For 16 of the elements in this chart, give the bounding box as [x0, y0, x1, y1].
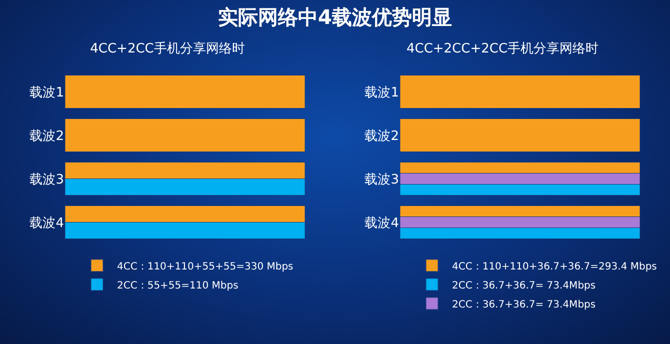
y-tick-label: 载波3: [30, 172, 64, 188]
y-tick-label: 载波4: [364, 216, 399, 231]
y-tick-label: 载波3: [364, 172, 399, 188]
legend-label: 4CC：110+110+36.7+36.7=293.4 Mbps: [452, 261, 657, 272]
y-tick-label: 载波1: [30, 85, 64, 100]
chart-title: 4CC+2CC手机分享网络时: [90, 40, 245, 56]
y-tick-label: 载波1: [364, 85, 399, 100]
y-tick-label: 载波2: [364, 128, 399, 144]
legend-label: 2CC：36.7+36.7= 73.4Mbps: [452, 280, 596, 292]
text: 实际网络中4载波优势明显: [217, 4, 453, 31]
y-tick-label: 载波4: [30, 216, 64, 231]
y-tick-label: 载波2: [30, 128, 64, 144]
legend-label: 2CC：36.7+36.7= 73.4Mbps: [452, 299, 596, 310]
legend-label: 4CC：110+110+55+55=330 Mbps: [117, 261, 294, 272]
chart-title: 4CC+2CC+2CC手机分享网络时: [406, 40, 599, 56]
legend-label: 2CC：55+55=110 Mbps: [117, 280, 238, 292]
